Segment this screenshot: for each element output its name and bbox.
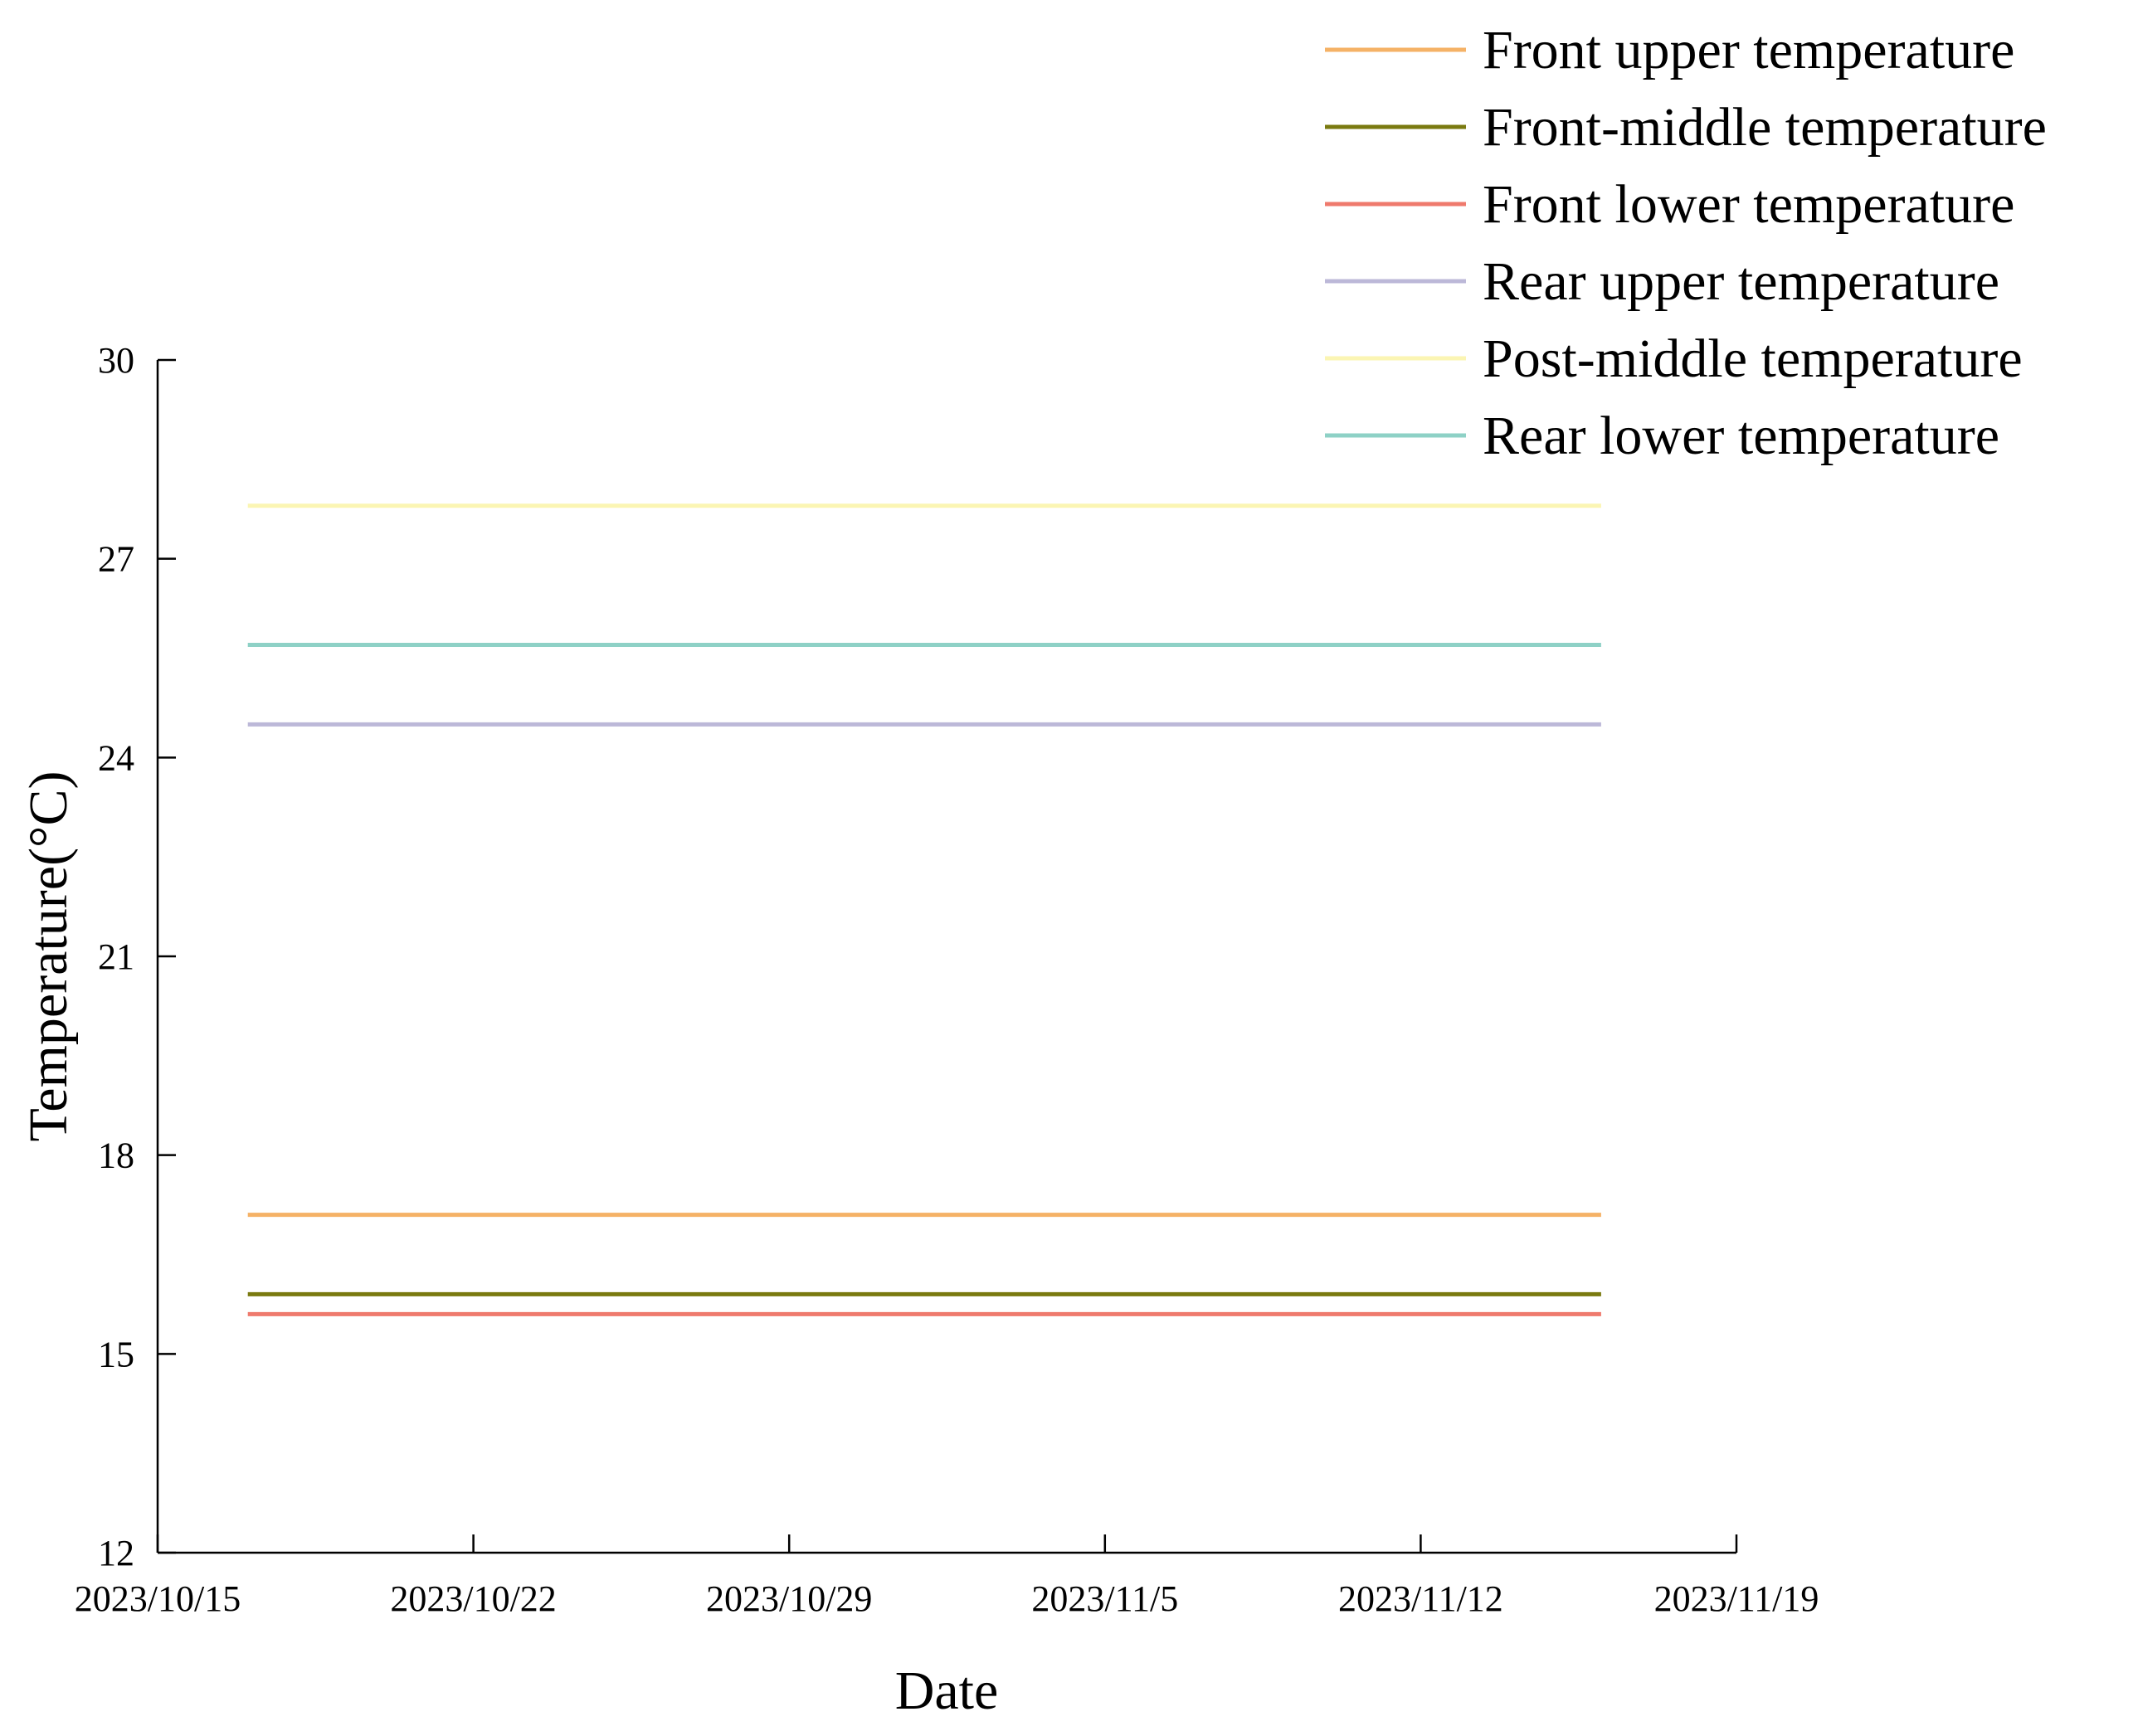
x-tick-label: 2023/11/19 (1654, 1578, 1819, 1619)
plot-lines (247, 503, 1601, 1316)
y-tick-label: 30 (98, 340, 134, 381)
legend-label: Rear lower temperature (1483, 406, 1999, 466)
y-tick-label: 15 (98, 1334, 134, 1374)
x-tick-label: 2023/11/5 (1031, 1578, 1178, 1619)
legend-label: Front upper temperature (1483, 20, 2014, 80)
x-axis-title: Date (895, 1661, 999, 1721)
x-tick-label: 2023/10/22 (390, 1578, 556, 1619)
legend-label: Front-middle temperature (1483, 97, 2047, 158)
legend-label: Post-middle temperature (1483, 328, 2023, 389)
x-ticks: 2023/10/15 2023/10/22 2023/10/29 2023/11/5 2… (75, 1534, 1819, 1619)
y-tick-label: 12 (98, 1533, 134, 1573)
x-tick-label: 2023/11/12 (1338, 1578, 1503, 1619)
x-tick-label: 2023/10/15 (75, 1578, 241, 1619)
legend: Front upper temperature Front-middle temp… (1325, 20, 2047, 466)
y-axis-title: Temperature(°C) (18, 771, 79, 1142)
x-tick-label: 2023/10/29 (706, 1578, 872, 1619)
legend-label: Front lower temperature (1483, 174, 2014, 235)
legend-item: Front upper temperature (1325, 20, 2014, 80)
y-tick-label: 21 (98, 936, 134, 977)
legend-label: Rear upper temperature (1483, 251, 1999, 312)
y-ticks: 12 15 18 21 24 27 30 (98, 340, 176, 1573)
legend-item: Front-middle temperature (1325, 97, 2047, 158)
legend-item: Rear upper temperature (1325, 251, 1999, 312)
legend-item: Front lower temperature (1325, 174, 2014, 235)
legend-item: Rear lower temperature (1325, 406, 1999, 466)
y-tick-label: 24 (98, 737, 134, 778)
y-tick-label: 27 (98, 539, 134, 580)
legend-item: Post-middle temperature (1325, 328, 2023, 389)
y-tick-label: 18 (98, 1135, 134, 1176)
